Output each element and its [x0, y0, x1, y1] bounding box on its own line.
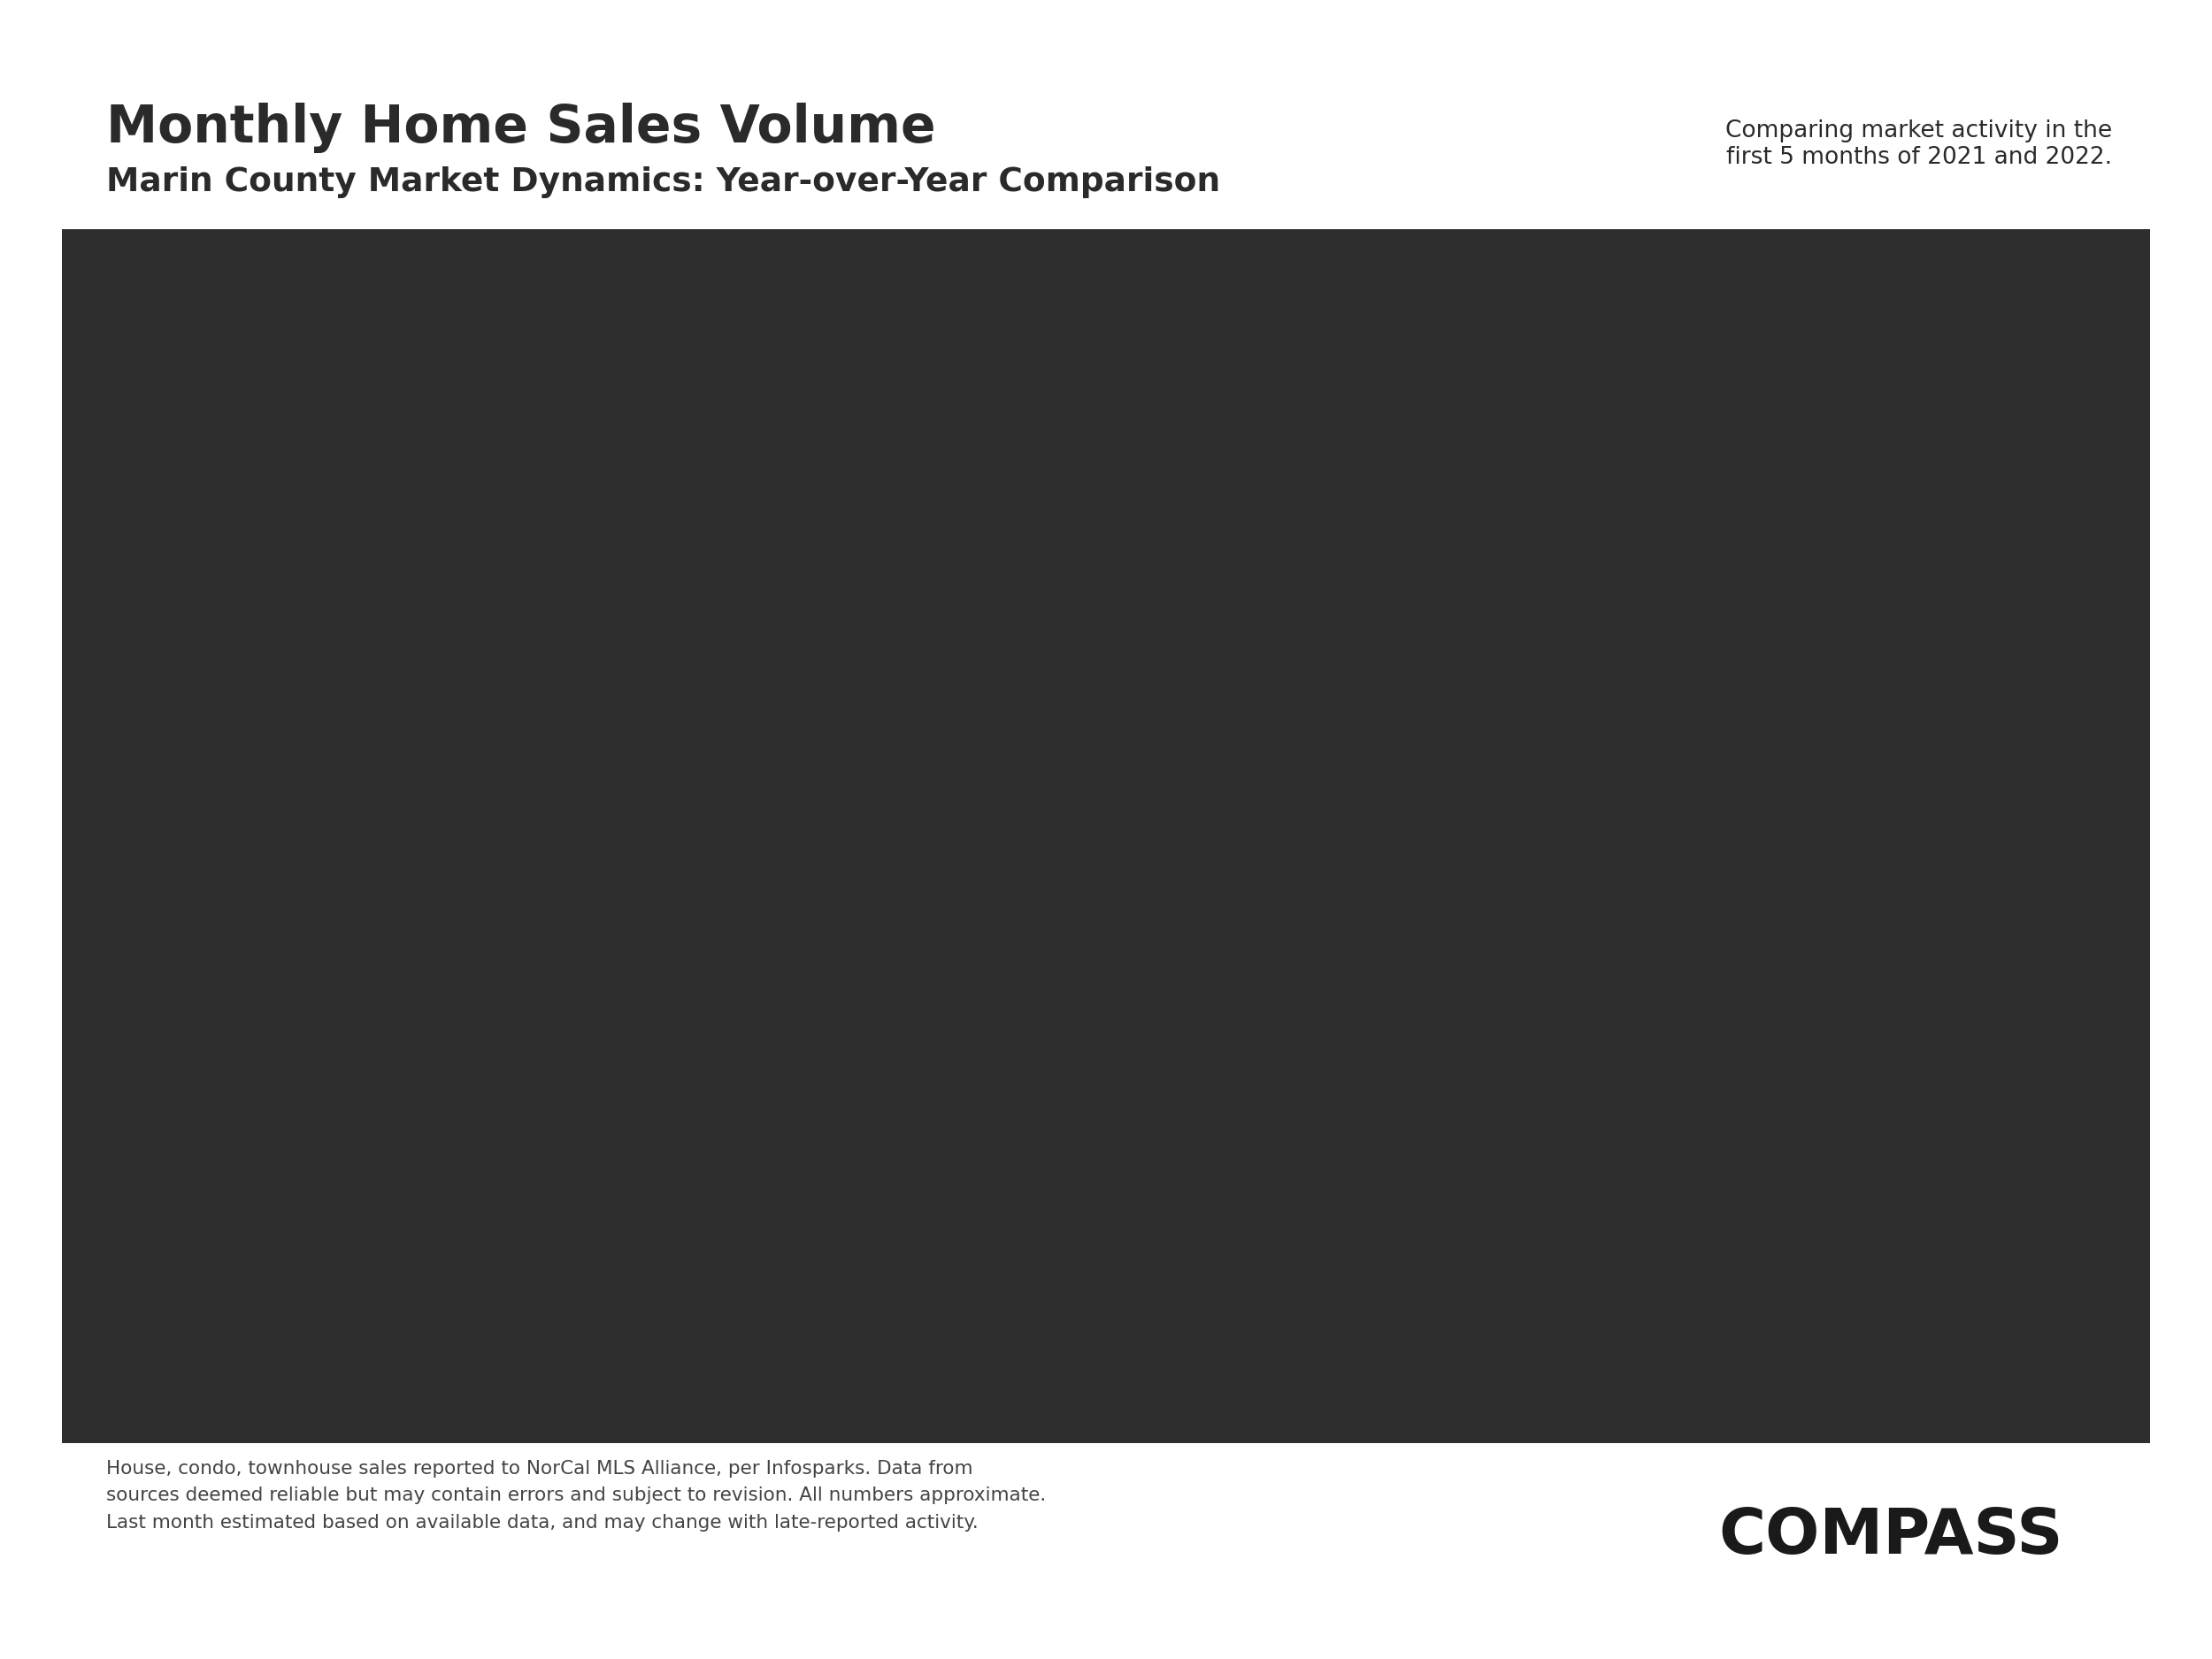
Text: House, condo, townhouse sales reported to NorCal MLS Alliance, per Infosparks. D: House, condo, townhouse sales reported t…	[106, 1460, 1046, 1531]
Text: Sales in one month mostly reflect accepted-: Sales in one month mostly reflect accept…	[1398, 775, 1951, 796]
Text: 139: 139	[303, 1286, 363, 1312]
Text: 335: 335	[1993, 596, 2053, 624]
Text: 179: 179	[726, 1145, 785, 1171]
Text: 2022 Sales: 2022 Sales	[1593, 501, 1765, 529]
Text: 391: 391	[1571, 287, 1630, 315]
Text: COMPASS: COMPASS	[1719, 1506, 2064, 1566]
Text: 299: 299	[1148, 625, 1208, 652]
Text: previous: previous	[1936, 878, 2044, 899]
Text: offer activity in the: offer activity in the	[1398, 878, 1648, 899]
Text: month.: month.	[2137, 878, 2212, 899]
Text: Comparing market activity in the
first 5 months of 2021 and 2022.: Comparing market activity in the first 5…	[1725, 119, 2112, 169]
Text: 348: 348	[1993, 453, 2053, 479]
Text: Marin County Market Dynamics: Year-over-Year Comparison: Marin County Market Dynamics: Year-over-…	[106, 166, 1221, 197]
Text: Comparing May 2022 with May 2021, the
number of home sales was down about 4%.: Comparing May 2022 with May 2021, the nu…	[1398, 627, 1940, 680]
Text: 301: 301	[1571, 715, 1630, 743]
Text: Monthly Home Sales Volume: Monthly Home Sales Volume	[106, 103, 936, 153]
Text: 2021 Sales: 2021 Sales	[1593, 416, 1765, 445]
Text: 214: 214	[726, 924, 785, 951]
Text: 266: 266	[1148, 839, 1208, 866]
Text: 189: 189	[303, 1012, 363, 1039]
